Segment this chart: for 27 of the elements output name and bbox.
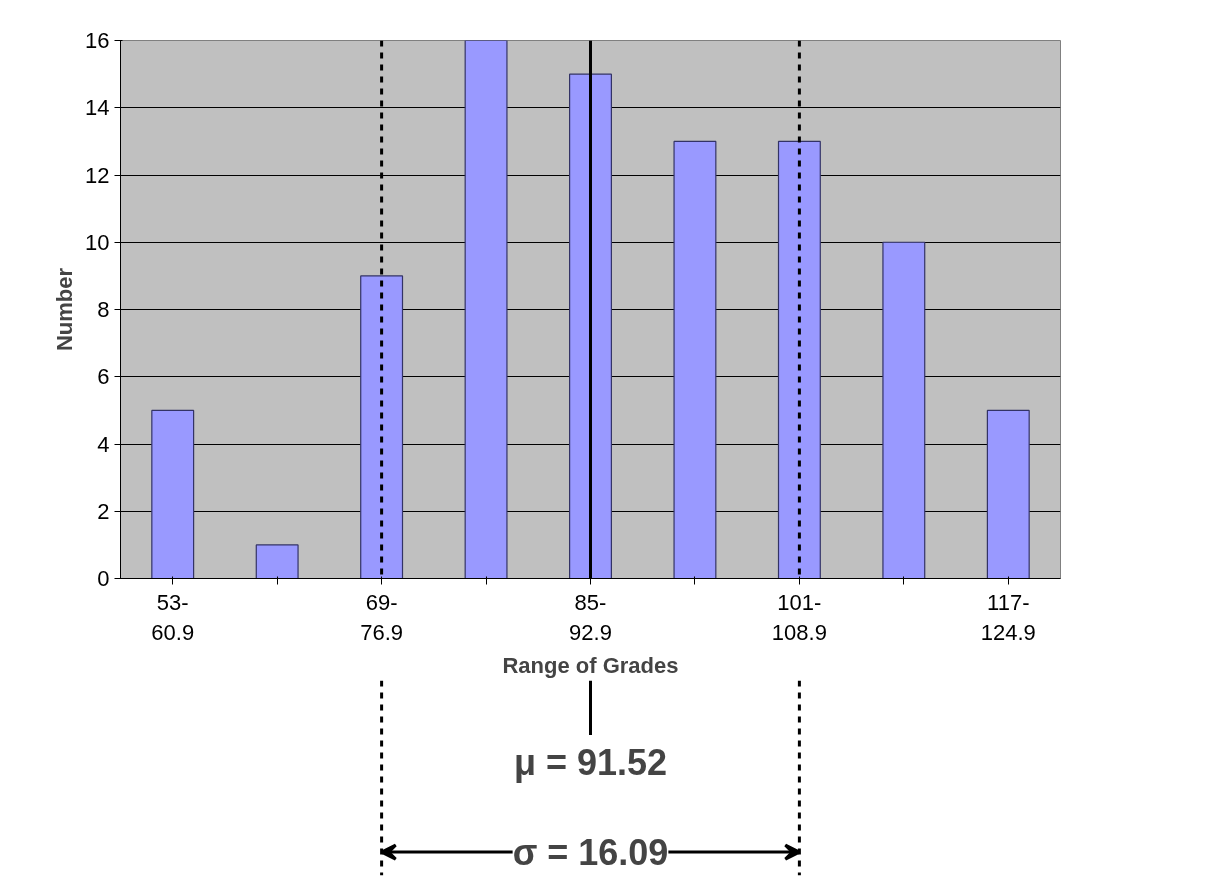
x-tick-label: 101- 108.9 xyxy=(771,589,827,645)
y-tick-label: 16 xyxy=(85,28,110,53)
y-tick-label: 2 xyxy=(97,498,110,524)
y-tick-label: 6 xyxy=(97,364,110,390)
bar xyxy=(464,40,508,579)
y-tick-label: 10 xyxy=(85,229,110,255)
text: σ = 16.09 xyxy=(512,831,669,873)
y-tick-label: 0 xyxy=(97,566,110,591)
x-tick-label: 53- 60.9 xyxy=(151,589,195,645)
x-tick-label: 69- 76.9 xyxy=(360,589,404,645)
text: μ = 91.52 xyxy=(513,741,668,783)
y-tick-label: 8 xyxy=(97,297,110,322)
bar xyxy=(882,241,926,579)
bar xyxy=(569,73,612,579)
y-tick-label: 4 xyxy=(97,431,110,457)
bar xyxy=(151,409,195,579)
bar xyxy=(255,544,299,579)
y-axis-title: Number xyxy=(52,267,78,352)
y-tick-label: 12 xyxy=(85,162,110,188)
x-tick-label: 85- 92.9 xyxy=(569,589,612,645)
x-tick-label: 117- 124.9 xyxy=(980,589,1036,645)
bar xyxy=(986,409,1030,579)
bar xyxy=(360,275,404,579)
bar xyxy=(673,140,717,579)
bar xyxy=(777,140,821,579)
x-axis-title: Range of Grades xyxy=(502,652,679,678)
y-tick-label: 14 xyxy=(85,95,110,121)
